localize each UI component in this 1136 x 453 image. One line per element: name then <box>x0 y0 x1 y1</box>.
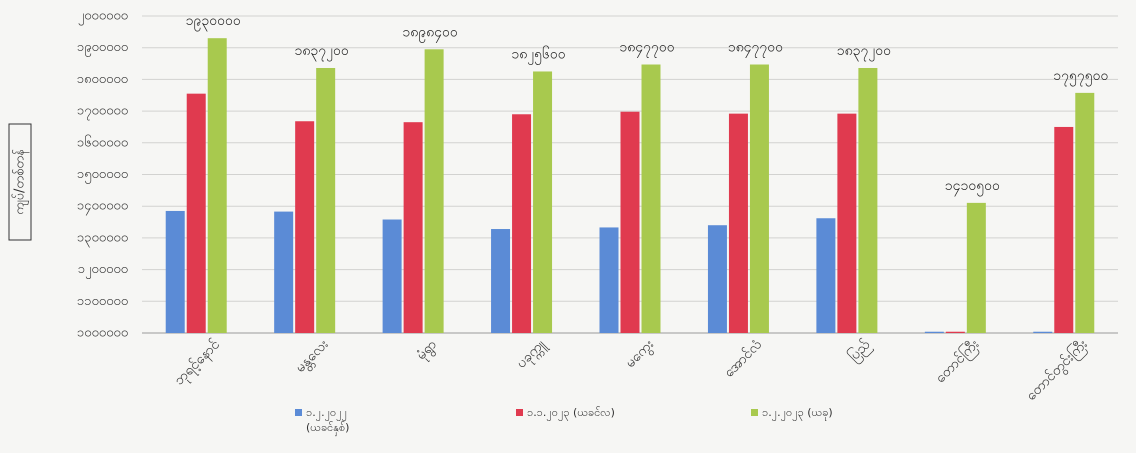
y-axis-title: ကျပ်/တစ်တန် <box>8 123 32 241</box>
bar-series-3 <box>858 67 878 333</box>
legend-swatch <box>751 409 758 416</box>
data-label: ၁၇၅၇၅၀၀ <box>1053 68 1108 86</box>
bar-series-2 <box>620 111 640 333</box>
data-label: ၁၈၄၇၇၀၀ <box>619 40 674 58</box>
bar-series-3 <box>1075 92 1095 333</box>
bar-series-1 <box>491 229 511 333</box>
bar-series-2 <box>512 114 532 334</box>
y-tick-label: ၂၀၀၀၀၀၀ <box>78 9 128 26</box>
y-tick-label: ၁၉၀၀၀၀၀ <box>77 40 128 57</box>
bar-series-1 <box>382 219 402 333</box>
y-axis-ticks: ၁၀၀၀၀၀၀ ၁၁၀၀၀၀၀ ၁၂၀၀၀၀၀ ၁၃၀၀၀၀၀ ၁၄၀၀၀၀၀ ၁၅၀၀၀… <box>77 9 128 341</box>
bar-series-2 <box>403 122 423 333</box>
bar-series-1 <box>599 227 619 333</box>
y-tick-label: ၁၅၀၀၀၀၀ <box>77 167 128 184</box>
bar-series-2 <box>186 93 206 333</box>
bars <box>165 38 1095 334</box>
legend-swatch <box>295 409 302 416</box>
bar-series-1 <box>707 225 727 333</box>
y-axis-title-box <box>8 123 32 241</box>
bar-series-1 <box>816 218 836 333</box>
legend-label: ၁.၂.၂၀၂၂(ယခင်နှစ်) <box>306 406 349 436</box>
bar-series-3 <box>424 49 444 333</box>
y-tick-label: ၁၀၀၀၀၀၀ <box>77 326 128 341</box>
bar-series-3 <box>966 202 986 333</box>
y-axis-title-text: ကျပ်/တစ်တန် <box>12 149 30 215</box>
bar-series-2 <box>728 113 748 333</box>
data-label: ၁၈၄၇၇၀၀ <box>728 40 783 58</box>
bar-series-3 <box>533 71 553 333</box>
bar-series-2 <box>945 331 965 333</box>
bar-series-2 <box>1054 126 1074 333</box>
bar-series-1 <box>1033 331 1053 333</box>
y-tick-label: ၁၂၀၀၀၀၀ <box>78 262 128 279</box>
legend-swatch <box>516 409 523 416</box>
bar-series-2 <box>295 121 315 333</box>
bar-series-3 <box>641 64 661 333</box>
bar-series-1 <box>274 211 294 333</box>
data-label: ၁၈၃၇၂၀၀ <box>295 43 349 61</box>
bar-series-3 <box>749 64 769 333</box>
y-tick-label: ၁၃၀၀၀၀၀ <box>77 230 128 247</box>
bar-series-3 <box>207 38 227 333</box>
data-label: ၁၈၃၇၂၀၀ <box>837 43 891 61</box>
y-tick-label: ၁၁၀၀၀၀၀ <box>77 294 128 309</box>
y-tick-label: ၁၄၀၀၀၀၀ <box>77 199 128 216</box>
data-label: ၁၉၃၀၀၀၀ <box>186 13 241 31</box>
y-tick-label: ၁၇၀၀၀၀၀ <box>77 104 128 121</box>
legend-label: ၁.၂.၂၀၂၃ (ယခု) <box>762 406 833 421</box>
data-label: ၁၄၁၀၅၀၀ <box>945 178 1000 196</box>
legend: ၁.၂.၂၀၂၂(ယခင်နှစ်) ၁.၁.၂၀၂၃ (ယခင်လ) ၁.၂.၂၀… <box>295 406 833 436</box>
data-label: ၁၈၂၅၆၀၀ <box>511 46 565 64</box>
legend-label: ၁.၁.၂၀၂၃ (ယခင်လ) <box>527 406 615 421</box>
bar-series-3 <box>316 67 336 333</box>
bar-series-2 <box>837 113 857 333</box>
bar-series-1 <box>924 331 944 333</box>
y-tick-label: ၁၈၀၀၀၀၀ <box>77 72 128 87</box>
bar-series-1 <box>165 210 185 333</box>
data-label: ၁၈၉၈၄၀၀ <box>402 24 457 42</box>
y-tick-label: ၁၆၀၀၀၀၀ <box>77 134 128 150</box>
